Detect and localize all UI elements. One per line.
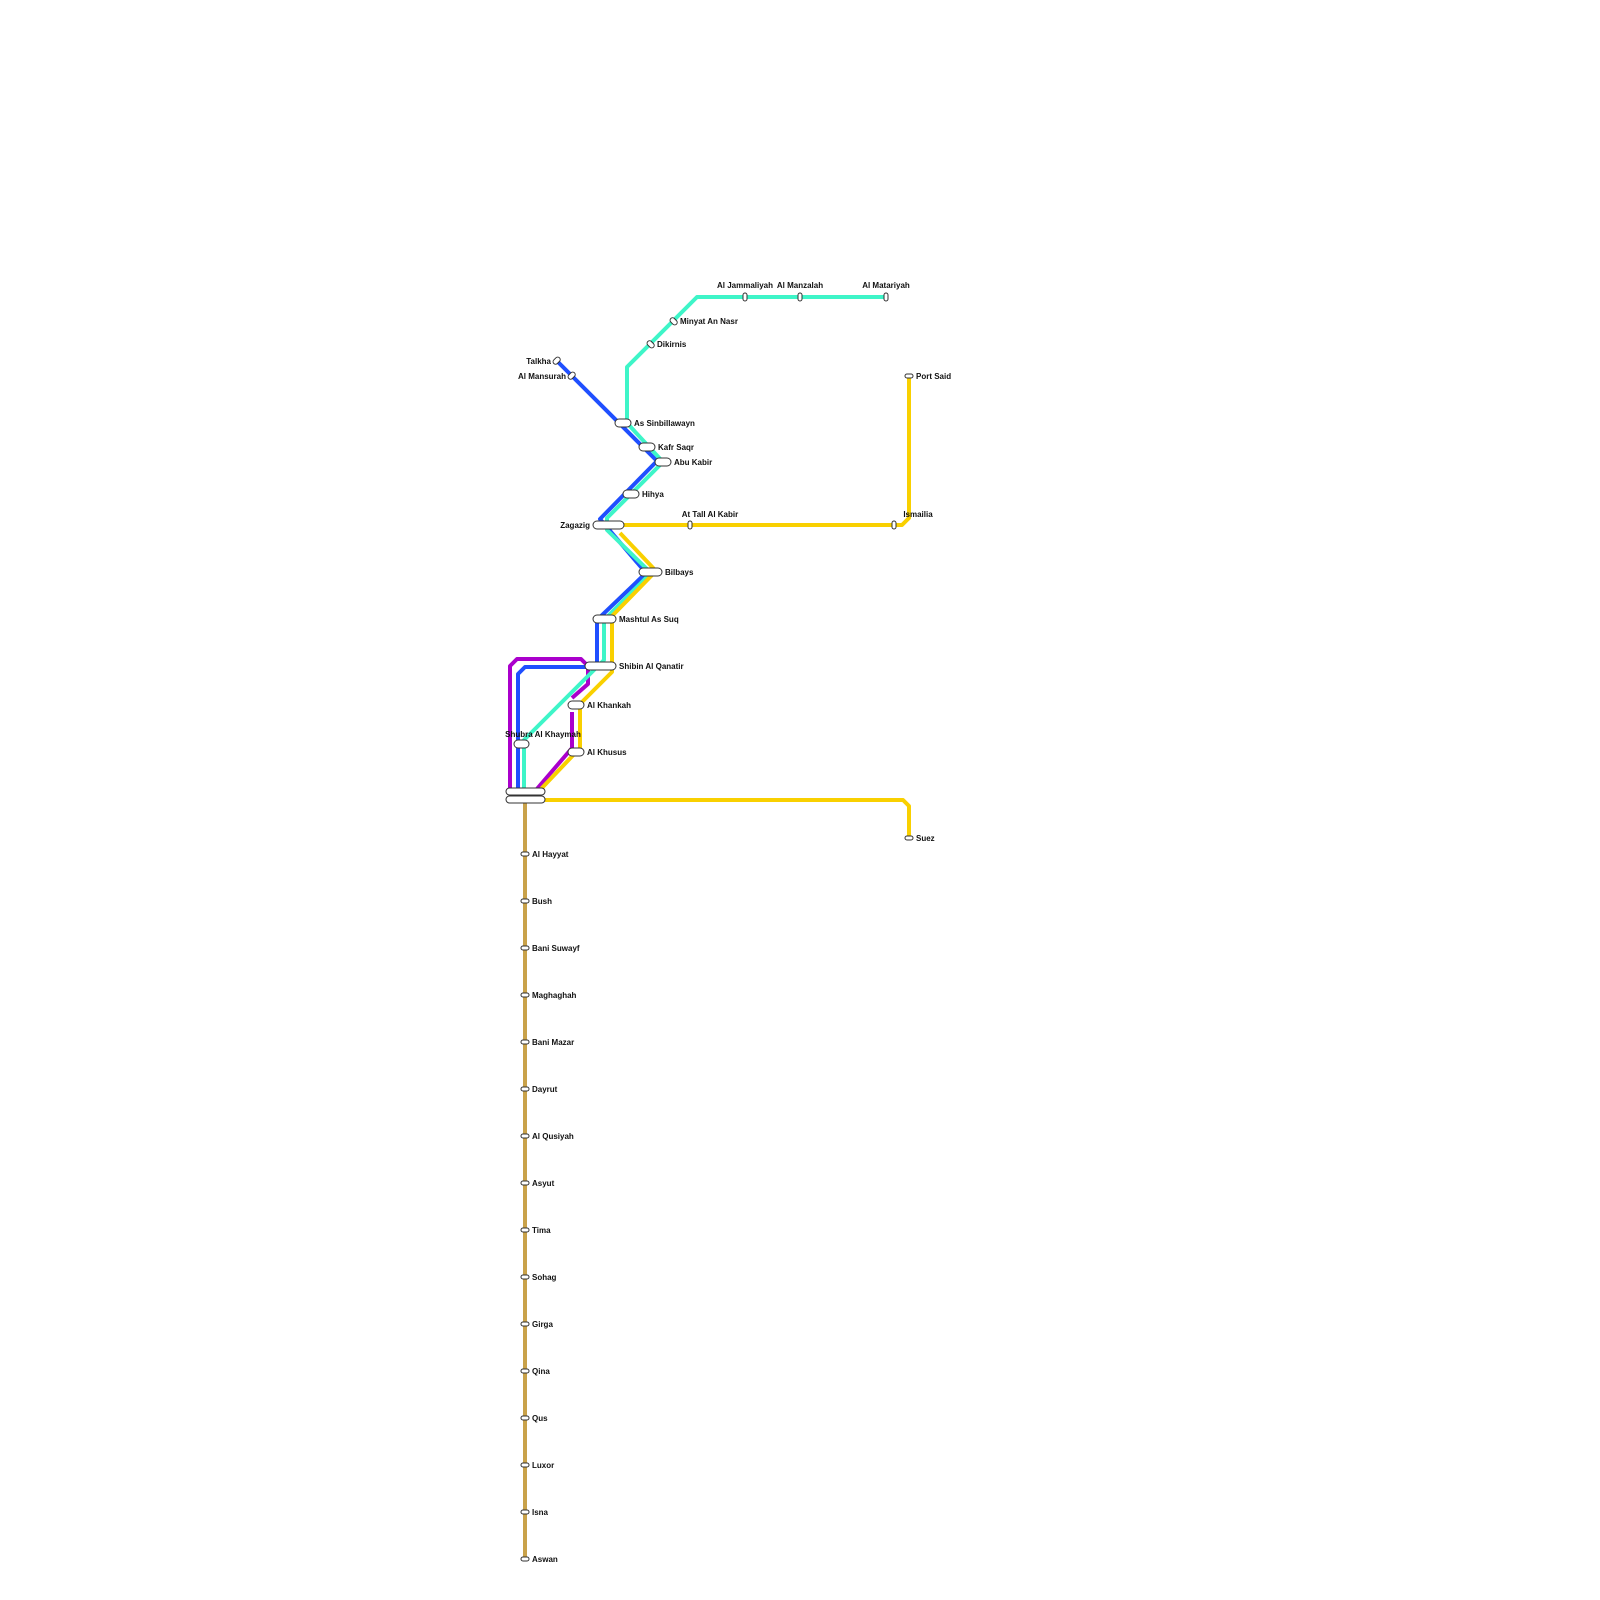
station-qus[interactable] xyxy=(520,1415,530,1421)
label-sinbillawayn: As Sinbillawayn xyxy=(634,419,695,428)
station-abu-kabir[interactable] xyxy=(654,457,672,467)
station-sinbillawayn[interactable] xyxy=(614,418,632,428)
label-sohag: Sohag xyxy=(532,1273,557,1282)
label-tall-al-kabir: At Tall Al Kabir xyxy=(682,510,738,519)
label-tima: Tima xyxy=(532,1226,551,1235)
station-shibin[interactable] xyxy=(584,661,617,671)
station-bush[interactable] xyxy=(520,898,530,904)
station-cairo-upper[interactable] xyxy=(505,787,546,796)
line-purple xyxy=(508,657,590,792)
label-shibin: Shibin Al Qanatir xyxy=(619,662,684,671)
station-zagazig[interactable] xyxy=(592,520,625,530)
label-dayrut: Dayrut xyxy=(532,1085,558,1094)
station-jammaliyah[interactable] xyxy=(742,292,748,302)
label-mansurah: Al Mansurah xyxy=(518,372,566,381)
station-asyut[interactable] xyxy=(520,1180,530,1186)
station-manzalah[interactable] xyxy=(797,292,803,302)
station-hihya[interactable] xyxy=(622,489,640,499)
station-dayrut[interactable] xyxy=(520,1086,530,1092)
label-maghaghah: Maghaghah xyxy=(532,991,577,1000)
label-girga: Girga xyxy=(532,1320,553,1329)
label-hayyat: Al Hayyat xyxy=(532,850,569,859)
label-aswan: Aswan xyxy=(532,1555,558,1564)
station-matariyah[interactable] xyxy=(883,292,889,302)
label-isna: Isna xyxy=(532,1508,549,1517)
label-suez: Suez xyxy=(916,834,935,843)
label-ismailia: Ismailia xyxy=(903,510,933,519)
label-asyut: Asyut xyxy=(532,1179,555,1188)
station-sohag[interactable] xyxy=(520,1274,530,1280)
label-bilbays: Bilbays xyxy=(665,568,694,577)
station-minyat[interactable] xyxy=(669,317,678,326)
station-aswan[interactable] xyxy=(520,1556,530,1562)
stations xyxy=(505,292,914,1562)
label-qus: Qus xyxy=(532,1414,548,1423)
south-stations xyxy=(520,851,530,1562)
line-yellow xyxy=(538,376,911,838)
label-mashtul: Mashtul As Suq xyxy=(619,615,679,624)
label-bani-mazar: Bani Mazar xyxy=(532,1038,574,1047)
label-minyat: Minyat An Nasr xyxy=(680,317,738,326)
station-mashtul[interactable] xyxy=(592,614,617,624)
label-khankah: Al Khankah xyxy=(587,701,631,710)
label-bani-suwayf: Bani Suwayf xyxy=(532,944,580,953)
station-suez[interactable] xyxy=(904,835,914,841)
station-qusiyah[interactable] xyxy=(520,1133,530,1139)
label-bush: Bush xyxy=(532,897,552,906)
station-tima[interactable] xyxy=(520,1227,530,1233)
label-abu-kabir: Abu Kabir xyxy=(674,458,712,467)
station-bani-mazar[interactable] xyxy=(520,1039,530,1045)
label-matariyah: Al Matariyah xyxy=(862,281,910,290)
station-ismailia[interactable] xyxy=(891,520,897,530)
station-cairo-lower[interactable] xyxy=(505,795,546,804)
station-labels: Talkha Al Mansurah As Sinbillawayn Kafr … xyxy=(505,281,951,1564)
label-port-said: Port Said xyxy=(916,372,951,381)
label-kafr-saqr: Kafr Saqr xyxy=(658,443,694,452)
station-bilbays[interactable] xyxy=(638,567,663,577)
label-manzalah: Al Manzalah xyxy=(777,281,823,290)
station-hayyat[interactable] xyxy=(520,851,530,857)
label-shubra: Shubra Al Khaymah xyxy=(505,730,581,739)
station-port-said[interactable] xyxy=(904,373,914,379)
label-hihya: Hihya xyxy=(642,490,664,499)
station-girga[interactable] xyxy=(520,1321,530,1327)
label-zagazig: Zagazig xyxy=(560,521,590,530)
station-kafr-saqr[interactable] xyxy=(638,442,656,452)
station-shubra[interactable] xyxy=(513,739,530,749)
station-qina[interactable] xyxy=(520,1368,530,1374)
station-tall-al-kabir[interactable] xyxy=(687,520,693,530)
label-talkha: Talkha xyxy=(526,357,551,366)
label-khusus: Al Khusus xyxy=(587,748,627,757)
label-dikirnis: Dikirnis xyxy=(657,340,687,349)
station-dikirnis[interactable] xyxy=(646,340,655,349)
label-luxor: Luxor xyxy=(532,1461,554,1470)
label-jammaliyah: Al Jammaliyah xyxy=(717,281,773,290)
label-qusiyah: Al Qusiyah xyxy=(532,1132,574,1141)
station-maghaghah[interactable] xyxy=(520,992,530,998)
station-luxor[interactable] xyxy=(520,1462,530,1468)
station-mansurah[interactable] xyxy=(567,371,576,380)
station-bani-suwayf[interactable] xyxy=(520,945,530,951)
station-khusus[interactable] xyxy=(567,747,585,757)
label-qina: Qina xyxy=(532,1367,550,1376)
station-khankah[interactable] xyxy=(567,700,585,710)
station-talkha[interactable] xyxy=(552,356,561,365)
station-isna[interactable] xyxy=(520,1509,530,1515)
